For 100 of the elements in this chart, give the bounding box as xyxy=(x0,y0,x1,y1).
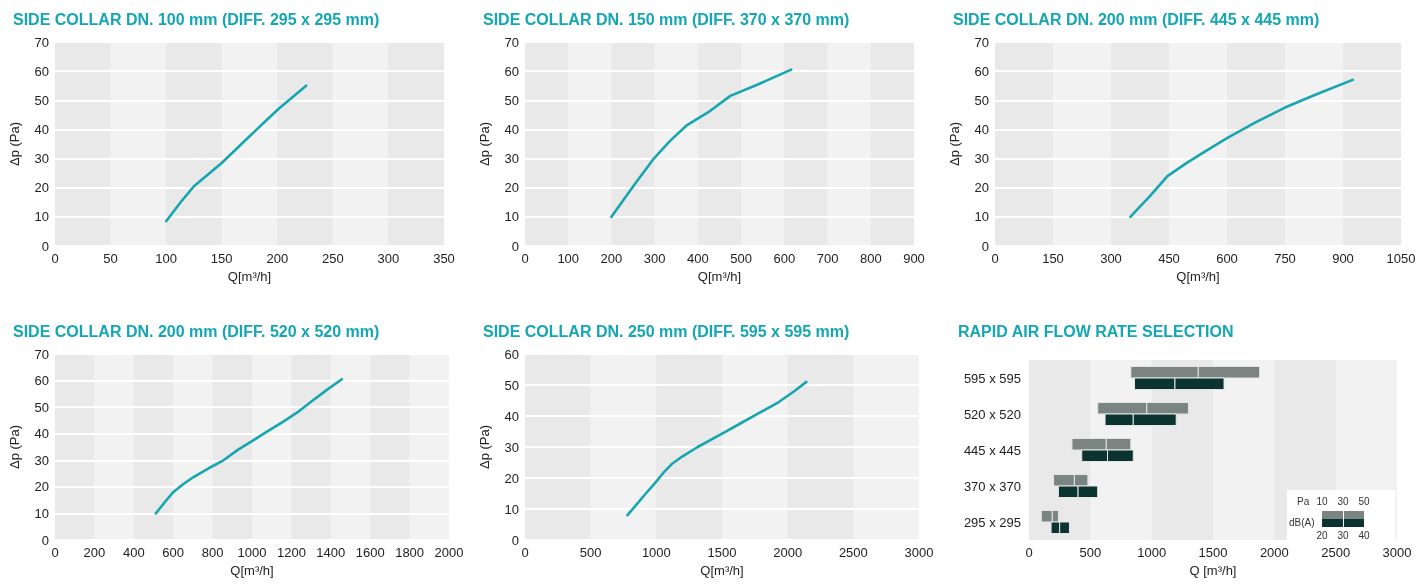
y-tick-label: 30 xyxy=(974,151,989,167)
annotation: 30 xyxy=(1336,496,1350,507)
y-tick-label: 20 xyxy=(974,180,989,196)
x-tick-label: 500 xyxy=(1079,545,1102,560)
y-tick-label: 70 xyxy=(504,34,519,50)
x-tick-label: 200 xyxy=(600,251,623,266)
y-tick-label: 50 xyxy=(34,92,49,108)
line-series xyxy=(164,84,308,223)
x-tick-label: 600 xyxy=(162,545,185,560)
x-axis-title: Q[m³/h] xyxy=(230,563,274,578)
x-axis-title: Q[m³/h] xyxy=(1176,269,1220,284)
y-tick-label: 445 x 445 xyxy=(963,442,1021,458)
y-tick-label: 50 xyxy=(504,92,519,108)
y-tick-label: 0 xyxy=(981,238,989,254)
x-tick-label: 900 xyxy=(903,251,925,266)
line-series xyxy=(1129,78,1354,219)
x-tick-label: 600 xyxy=(773,251,796,266)
y-tick-label: 40 xyxy=(34,426,49,442)
x-tick-label: 350 xyxy=(433,251,455,266)
x-tick-label: 700 xyxy=(816,251,839,266)
x-axis-title: Q[m³/h] xyxy=(697,269,742,284)
x-tick-label: 300 xyxy=(1100,251,1122,266)
x-tick-label: 1500 xyxy=(707,545,737,560)
y-axis-title: Δp (Pa) xyxy=(477,121,492,167)
y-axis-title: Δp (Pa) xyxy=(7,424,22,470)
y-tick-label: 20 xyxy=(34,479,49,495)
y-tick-label: 70 xyxy=(34,346,49,362)
line-series xyxy=(154,377,344,515)
annotation: Pa xyxy=(1297,496,1310,507)
x-tick-label: 2000 xyxy=(434,545,464,560)
chart-title: SIDE COLLAR DN. 150 mm (DIFF. 370 x 370 mm) xyxy=(483,10,850,28)
y-tick-label: 0 xyxy=(511,238,519,254)
x-tick-label: 1800 xyxy=(395,545,425,560)
y-tick-label: 50 xyxy=(504,377,519,393)
annotation: 50 xyxy=(1357,496,1371,507)
y-tick-label: 0 xyxy=(41,532,49,548)
y-tick-label: 0 xyxy=(511,532,519,548)
line-series xyxy=(610,68,793,219)
x-tick-label: 1000 xyxy=(641,545,671,560)
x-tick-label: 900 xyxy=(1332,251,1354,266)
y-tick-label: 40 xyxy=(974,121,989,137)
y-tick-label: 10 xyxy=(974,209,989,225)
y-tick-label: 0 xyxy=(41,238,49,254)
y-tick-label: 60 xyxy=(974,63,989,79)
y-tick-label: 20 xyxy=(34,180,49,196)
x-tick-label: 200 xyxy=(83,545,106,560)
x-tick-label: 0 xyxy=(51,251,59,266)
x-axis-title: Q[m³/h] xyxy=(700,563,744,578)
x-tick-label: 100 xyxy=(155,251,177,266)
y-tick-label: 10 xyxy=(504,209,519,225)
chart-title: RAPID AIR FLOW RATE SELECTION xyxy=(958,322,1234,340)
x-tick-label: 3000 xyxy=(904,545,934,560)
y-tick-label: 295 x 295 xyxy=(963,514,1021,530)
y-tick-label: 10 xyxy=(34,505,49,521)
annotation: 40 xyxy=(1357,530,1371,541)
y-tick-label: 70 xyxy=(974,34,989,50)
x-tick-label: 600 xyxy=(1216,251,1238,266)
y-tick-label: 10 xyxy=(504,501,519,517)
y-tick-label: 50 xyxy=(34,399,49,415)
x-tick-label: 800 xyxy=(201,545,224,560)
x-tick-label: 0 xyxy=(51,545,59,560)
x-tick-label: 1400 xyxy=(316,545,346,560)
y-tick-label: 595 x 595 xyxy=(963,370,1021,386)
y-tick-label: 70 xyxy=(34,34,49,50)
annotation: 20 xyxy=(1315,530,1329,541)
x-tick-label: 150 xyxy=(210,251,233,266)
y-tick-label: 370 x 370 xyxy=(963,478,1021,494)
y-tick-label: 30 xyxy=(34,452,49,468)
x-tick-label: 50 xyxy=(103,251,118,266)
y-tick-label: 30 xyxy=(504,151,519,167)
x-tick-label: 0 xyxy=(521,545,529,560)
x-tick-label: 500 xyxy=(579,545,602,560)
x-tick-label: 150 xyxy=(1042,251,1064,266)
x-tick-label: 2000 xyxy=(1259,545,1289,560)
x-tick-label: 500 xyxy=(730,251,752,266)
x-tick-label: 1500 xyxy=(1198,545,1228,560)
y-tick-label: 60 xyxy=(504,63,519,79)
x-tick-label: 400 xyxy=(122,545,145,560)
y-tick-label: 60 xyxy=(504,346,519,362)
x-tick-label: 0 xyxy=(521,251,529,266)
x-tick-label: 0 xyxy=(1025,545,1033,560)
x-tick-label: 450 xyxy=(1158,251,1180,266)
annotation: 30 xyxy=(1336,530,1350,541)
chart-title: SIDE COLLAR DN. 200 mm (DIFF. 520 x 520 mm) xyxy=(13,322,380,340)
x-tick-label: 2500 xyxy=(838,545,868,560)
y-tick-label: 30 xyxy=(504,439,519,455)
x-tick-label: 2500 xyxy=(1321,545,1351,560)
y-tick-label: 520 x 520 xyxy=(963,406,1021,422)
y-tick-label: 20 xyxy=(504,180,519,196)
x-axis-title: Q [m³/h] xyxy=(1189,563,1237,578)
y-tick-label: 20 xyxy=(504,470,519,486)
chart-title: SIDE COLLAR DN. 200 mm (DIFF. 445 x 445 mm) xyxy=(953,10,1320,28)
annotation: 10 xyxy=(1315,496,1329,507)
y-tick-label: 40 xyxy=(504,408,519,424)
x-tick-label: 1000 xyxy=(237,545,267,560)
y-tick-label: 40 xyxy=(34,121,49,137)
annotation: dB(A) xyxy=(1289,517,1315,528)
y-tick-label: 50 xyxy=(974,92,989,108)
x-tick-label: 250 xyxy=(322,251,344,266)
line-series xyxy=(626,380,808,517)
